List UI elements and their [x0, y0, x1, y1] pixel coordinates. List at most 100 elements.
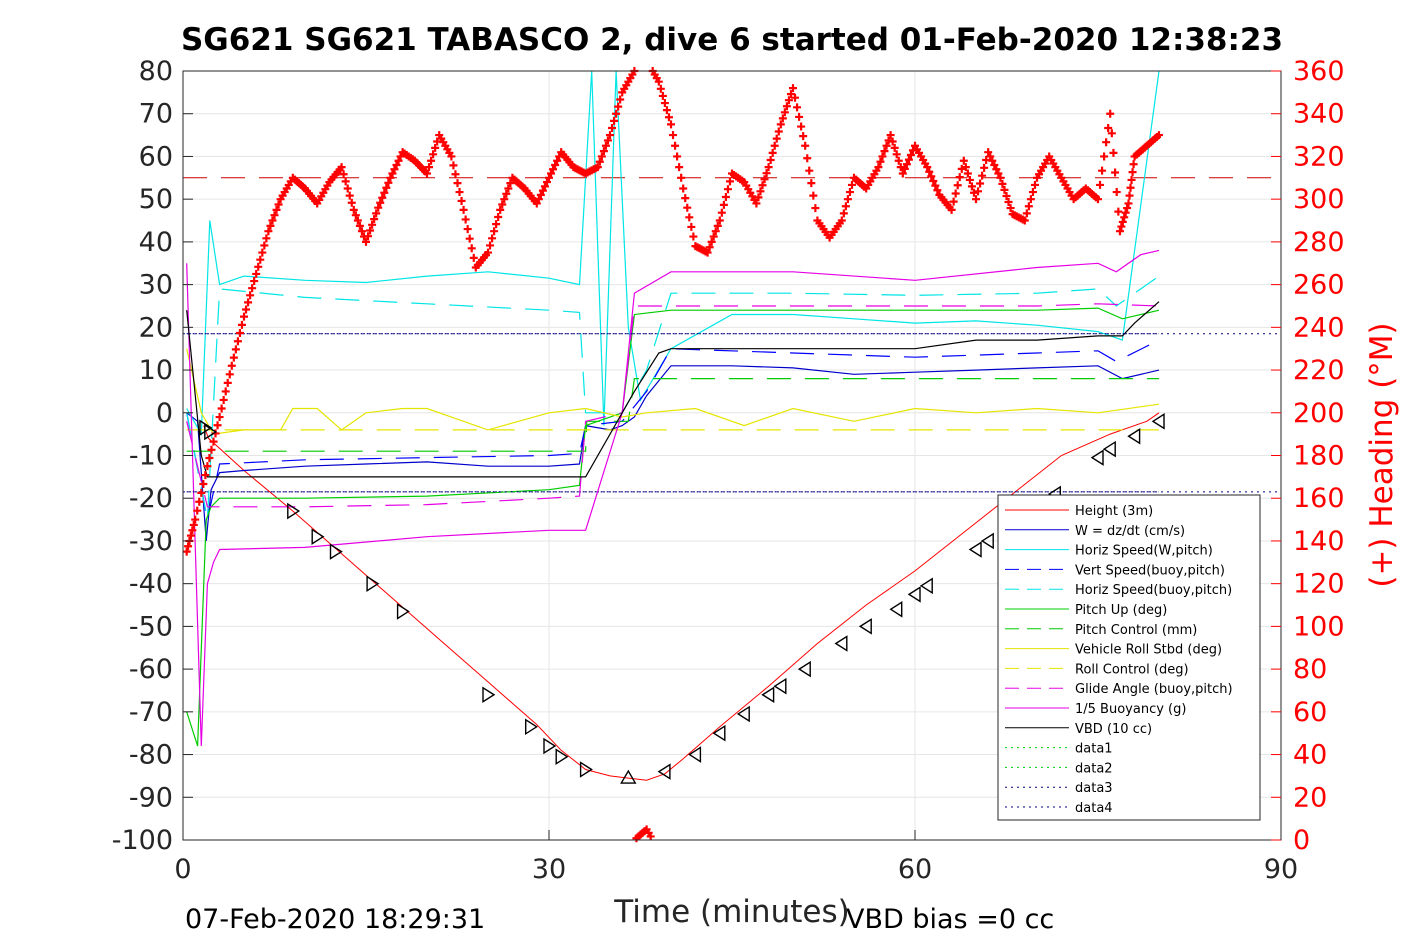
heading-marker	[597, 152, 606, 161]
heading-marker	[461, 215, 470, 224]
heading-marker	[770, 141, 779, 150]
heading-marker	[250, 277, 259, 286]
heading-marker	[758, 181, 767, 190]
heading-marker	[894, 156, 903, 165]
heading-marker	[538, 186, 547, 195]
heading-marker	[256, 255, 265, 264]
heading-marker	[237, 320, 246, 329]
heading-marker	[199, 479, 208, 488]
x-tick-label: 90	[1264, 854, 1298, 885]
heading-marker	[484, 248, 492, 257]
heading-marker	[1020, 216, 1029, 225]
heading-marker	[353, 216, 362, 225]
heading-marker	[1106, 109, 1115, 118]
heading-marker	[1102, 138, 1111, 147]
right-tick-label: 60	[1293, 697, 1327, 728]
left-tick-label: -40	[129, 569, 173, 600]
heading-marker	[1117, 222, 1126, 231]
dive-triangle-marker	[543, 737, 557, 755]
heading-marker	[1109, 148, 1118, 157]
heading-marker	[904, 155, 913, 164]
heading-marker	[1026, 195, 1035, 204]
heading-marker	[772, 134, 781, 143]
left-tick-label: -70	[129, 697, 173, 728]
dive-triangle-marker	[889, 601, 903, 618]
dive-triangle-marker	[482, 686, 496, 704]
heading-marker	[1024, 202, 1033, 211]
legend-label: Height (3m)	[1075, 504, 1153, 519]
heading-marker	[1126, 183, 1135, 192]
heading-marker	[681, 194, 690, 203]
heading-marker	[447, 152, 456, 161]
heading-marker	[1107, 129, 1116, 138]
heading-marker	[601, 141, 610, 150]
reference-lines	[183, 177, 1281, 493]
left-axis-ticks: 80 70 60 50 40 30 20 10 0 -10 -20 -30 -40 -50 -60 -70 -8…	[112, 56, 193, 856]
heading-marker	[1006, 204, 1015, 213]
heading-marker	[988, 156, 997, 165]
right-tick-label: 320	[1293, 141, 1345, 172]
legend-label: data4	[1075, 801, 1113, 816]
heading-marker	[252, 269, 261, 278]
heading-marker	[386, 173, 395, 182]
heading-marker	[1129, 160, 1138, 169]
heading-marker	[457, 196, 466, 205]
heading-marker	[837, 216, 846, 225]
x-axis-label: Time (minutes)	[613, 894, 849, 930]
legend-label: Vert Speed(buoy,pitch)	[1075, 563, 1225, 578]
x-tick-label: 0	[174, 854, 191, 885]
heading-marker	[654, 77, 663, 86]
heading-marker	[1121, 208, 1130, 217]
dive-triangle-marker	[311, 528, 325, 545]
heading-marker	[376, 198, 385, 207]
left-tick-label: 80	[139, 56, 173, 87]
heading-marker	[339, 170, 348, 179]
heading-marker	[1127, 175, 1136, 184]
heading-marker	[658, 91, 667, 100]
right-tick-label: 0	[1293, 825, 1310, 856]
heading-marker	[998, 179, 1007, 188]
heading-marker	[774, 127, 783, 136]
heading-marker	[845, 188, 854, 197]
heading-marker	[978, 171, 987, 180]
heading-marker	[906, 151, 915, 160]
dive-triangle-marker	[396, 603, 410, 620]
heading-marker	[394, 156, 403, 165]
heading-marker	[382, 183, 391, 192]
left-tick-label: 70	[139, 99, 173, 130]
heading-marker	[390, 165, 399, 174]
right-tick-label: 100	[1293, 611, 1345, 642]
heading-marker	[1000, 185, 1009, 194]
legend-label: Pitch Up (deg)	[1075, 603, 1167, 618]
series-line-vbd-10-cc	[186, 301, 1160, 478]
heading-marker	[610, 116, 619, 125]
heading-marker	[953, 181, 962, 190]
heading-marker	[902, 160, 911, 169]
dive-triangle-marker	[688, 746, 702, 763]
heading-marker	[494, 212, 503, 221]
heading-marker	[201, 471, 210, 480]
heading-marker	[925, 167, 934, 176]
dive-triangle-marker	[657, 763, 671, 780]
heading-marker	[195, 497, 204, 506]
heading-marker	[431, 143, 440, 152]
dive-triangle-marker	[858, 618, 872, 635]
heading-marker	[1104, 123, 1113, 132]
heading-marker	[780, 108, 789, 117]
dive-triangle-marker	[736, 705, 750, 723]
left-tick-label: -10	[129, 441, 173, 472]
heading-marker	[969, 188, 978, 197]
heading-marker	[994, 169, 1003, 178]
heading-marker	[646, 832, 655, 841]
heading-marker	[244, 298, 253, 307]
heading-marker	[1096, 180, 1105, 189]
left-tick-label: 50	[139, 184, 173, 215]
dive-triangle-marker	[797, 660, 811, 678]
dive-triangle-marker	[1127, 427, 1141, 445]
heading-marker	[545, 173, 553, 182]
chart-title: SG621 SG621 TABASCO 2, dive 6 started 01…	[181, 22, 1283, 58]
dive-triangle-marker	[712, 724, 726, 742]
heading-marker	[366, 226, 375, 235]
heading-marker	[931, 181, 940, 190]
